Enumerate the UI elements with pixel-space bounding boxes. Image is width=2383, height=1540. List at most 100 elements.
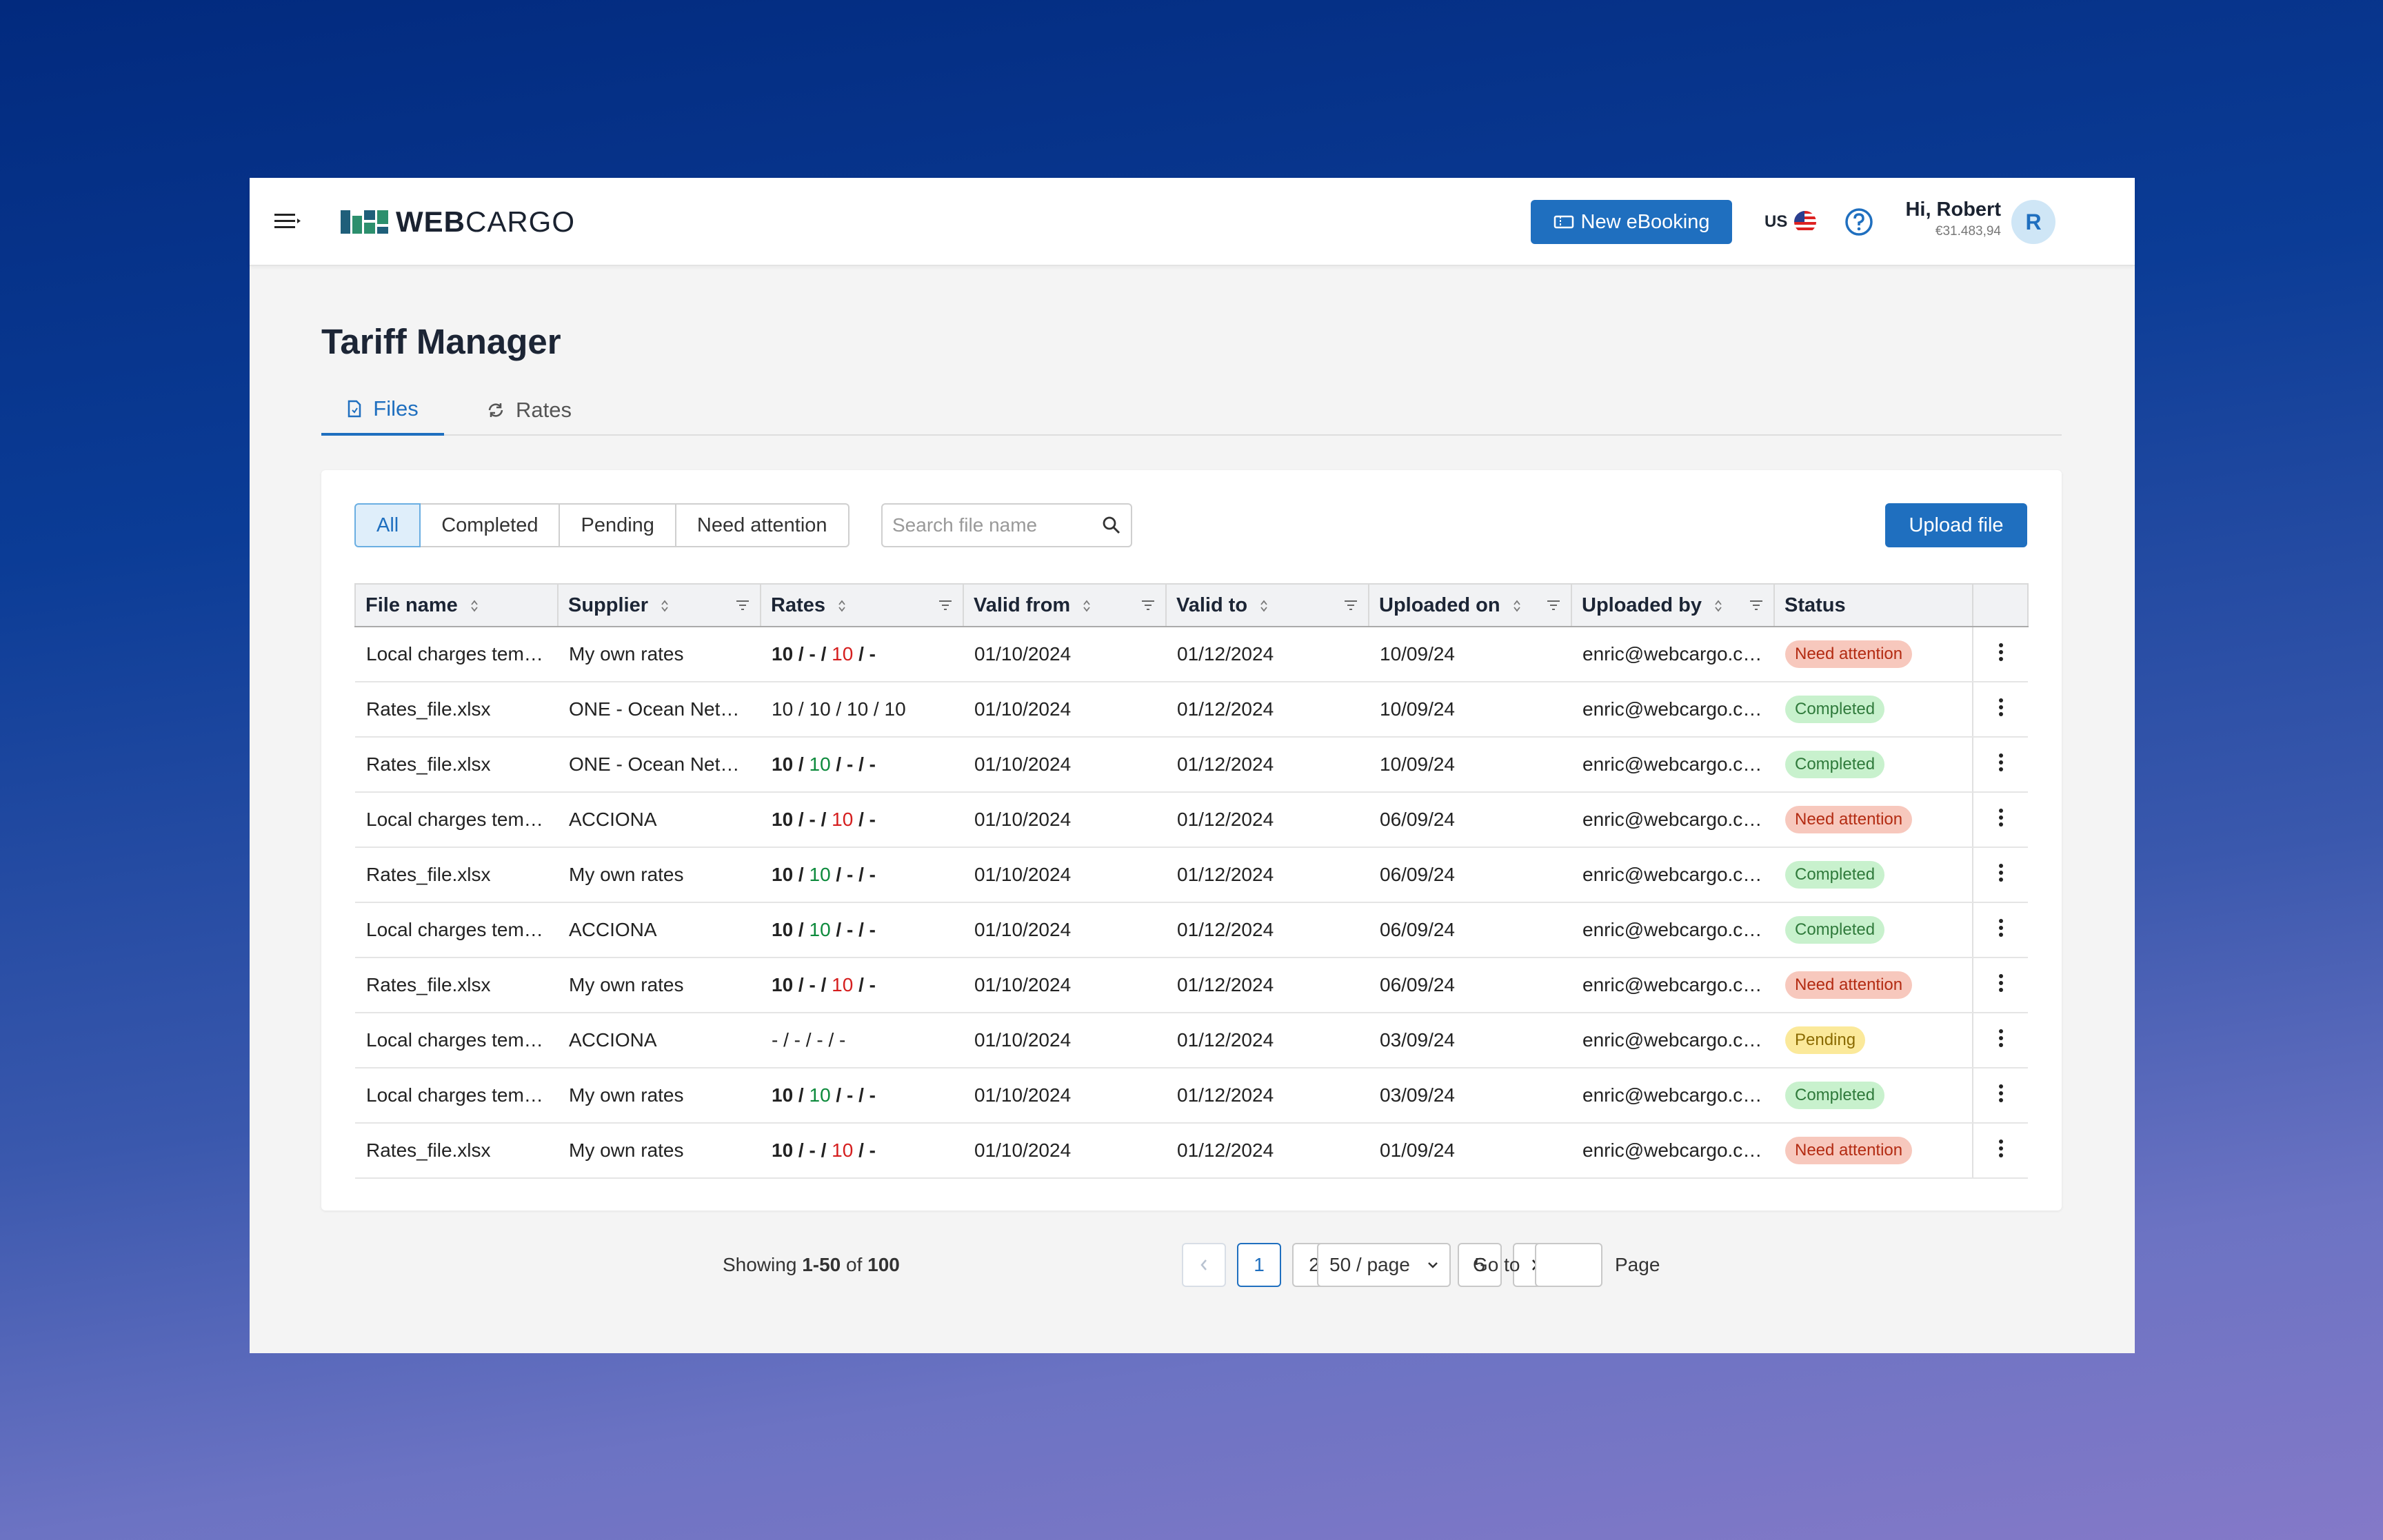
more-options-icon[interactable] [1998, 1026, 2004, 1050]
menu-icon[interactable] [274, 211, 302, 232]
page-size-value: 50 / page [1329, 1254, 1410, 1275]
table-row[interactable]: Local charges template.xlsxACCIONA10 / 1… [355, 902, 2028, 958]
uploaded-on-cell: 10/09/24 [1369, 737, 1571, 793]
valid-from-cell: 01/10/2024 [963, 1013, 1166, 1068]
column-header-uploaded-by[interactable]: Uploaded by [1571, 583, 1775, 627]
rates-cell: - / - / - / - [761, 1013, 963, 1068]
rates-cell: 10 / 10 / 10 / 10 [761, 682, 963, 738]
more-options-icon[interactable] [1998, 861, 2004, 884]
column-header-status[interactable]: Status [1773, 583, 1973, 627]
column-header-rates[interactable]: Rates [760, 583, 964, 627]
goto-page-input[interactable] [1535, 1243, 1602, 1287]
column-header-valid-to[interactable]: Valid to [1165, 583, 1369, 627]
sort-icon[interactable] [1513, 599, 1521, 613]
search-icon [1103, 516, 1120, 534]
valid-from-cell: 01/10/2024 [963, 792, 1166, 848]
filter-icon[interactable] [938, 598, 953, 612]
help-icon[interactable] [1844, 207, 1874, 237]
row-actions-cell [1972, 1068, 2028, 1124]
file-name-cell: Local charges template.xlsx [355, 1013, 558, 1068]
more-options-icon[interactable] [1998, 806, 2004, 829]
uploaded-on-cell: 03/09/24 [1369, 1068, 1571, 1124]
supplier-cell: My own rates [558, 958, 761, 1013]
filter-pending[interactable]: Pending [559, 503, 676, 547]
more-options-icon[interactable] [1998, 640, 2004, 664]
more-options-icon[interactable] [1998, 696, 2004, 719]
user-greeting[interactable]: Hi, Robert €31.483,94 [1904, 199, 2001, 239]
file-icon [348, 400, 361, 418]
sort-icon[interactable] [661, 599, 669, 613]
filter-completed[interactable]: Completed [419, 503, 561, 547]
valid-from-cell: 01/10/2024 [963, 682, 1166, 738]
status-cell: Completed [1774, 902, 1973, 958]
app-window: WEBCARGO New eBooking US Hi, Robert €31.… [250, 178, 2135, 1353]
rates-cell: 10 / 10 / - / - [761, 847, 963, 903]
logo-text: WEBCARGO [396, 205, 576, 238]
filter-need-attention[interactable]: Need attention [674, 503, 849, 547]
uploaded-by-cell: enric@webcargo.com [1571, 627, 1774, 682]
greeting-text: Hi, Robert [1905, 199, 2001, 221]
rates-cell: 10 / - / 10 / - [761, 958, 963, 1013]
row-actions-cell [1972, 627, 2028, 682]
sort-icon[interactable] [470, 599, 479, 613]
valid-from-cell: 01/10/2024 [963, 627, 1166, 682]
filter-icon[interactable] [1749, 598, 1764, 612]
locale-selector[interactable]: US [1764, 210, 1817, 234]
logo[interactable]: WEBCARGO [341, 205, 576, 238]
upload-file-button[interactable]: Upload file [1885, 503, 2027, 547]
sort-icon[interactable] [838, 599, 846, 613]
filter-icon[interactable] [1546, 598, 1561, 612]
filter-all[interactable]: All [354, 503, 421, 547]
status-cell: Need attention [1774, 1123, 1973, 1179]
column-header-supplier[interactable]: Supplier [557, 583, 761, 627]
avatar[interactable]: R [2011, 200, 2055, 244]
filter-icon[interactable] [735, 598, 750, 612]
prev-page-button[interactable] [1182, 1243, 1226, 1287]
valid-to-cell: 01/12/2024 [1166, 1123, 1369, 1179]
uploaded-by-cell: enric@webcargo.com [1571, 682, 1774, 738]
table-row[interactable]: Local charges template.xlsxACCIONA10 / -… [355, 792, 2028, 848]
supplier-cell: My own rates [558, 1068, 761, 1124]
top-bar: WEBCARGO New eBooking US Hi, Robert €31.… [250, 178, 2135, 266]
logo-mark-icon [341, 210, 388, 234]
rates-cell: 10 / 10 / - / - [761, 902, 963, 958]
table-row[interactable]: Rates_file.xlsx My own rates 10 / - / 10 /… [355, 1123, 2028, 1179]
page-size-select[interactable]: 50 / page [1317, 1243, 1451, 1287]
page-button-5[interactable]: 5 [1458, 1243, 1502, 1287]
rates-cell: 10 / 10 / - / - [761, 737, 963, 793]
valid-from-cell: 01/10/2024 [963, 1068, 1166, 1124]
sort-icon[interactable] [1714, 599, 1722, 613]
chevron-down-icon [1428, 1262, 1438, 1268]
filter-icon[interactable] [1343, 598, 1358, 612]
table-row[interactable]: Local charges template.xlsxACCIONA- / - … [355, 1013, 2028, 1068]
table-row[interactable]: Rates_file.xlsx My own rates 10 / - / 10 /… [355, 958, 2028, 1013]
column-header-file-name[interactable]: File name [354, 583, 559, 627]
file-name-cell: Rates_file.xlsx [355, 737, 558, 793]
more-options-icon[interactable] [1998, 916, 2004, 940]
sort-icon[interactable] [1260, 599, 1268, 613]
column-header-valid-from[interactable]: Valid from [963, 583, 1167, 627]
column-header-label: Rates [771, 594, 825, 616]
tab-rates[interactable]: Rates [487, 385, 572, 436]
more-options-icon[interactable] [1998, 971, 2004, 995]
sort-icon[interactable] [1083, 599, 1091, 613]
more-options-icon[interactable] [1998, 1082, 2004, 1105]
page-button-1[interactable]: 1 [1237, 1243, 1281, 1287]
column-header-uploaded-on[interactable]: Uploaded on [1368, 583, 1572, 627]
column-header-actions [1972, 583, 2029, 627]
tab-files[interactable]: Files [321, 385, 444, 436]
more-options-icon[interactable] [1998, 1137, 2004, 1160]
column-header-label: Valid from [974, 594, 1071, 616]
table-row[interactable]: Rates_file.xlsx My own rates 10 / 10 / - /… [355, 847, 2028, 903]
filter-icon[interactable] [1140, 598, 1156, 612]
status-cell: Pending [1774, 1013, 1973, 1068]
pagination: Showing 1-50 of 100 12345 50 / page Go t… [250, 1243, 2135, 1287]
search-input[interactable]: Search file name [881, 503, 1132, 547]
more-options-icon[interactable] [1998, 751, 2004, 774]
row-actions-cell [1972, 792, 2028, 848]
new-ebooking-button[interactable]: New eBooking [1531, 200, 1732, 244]
